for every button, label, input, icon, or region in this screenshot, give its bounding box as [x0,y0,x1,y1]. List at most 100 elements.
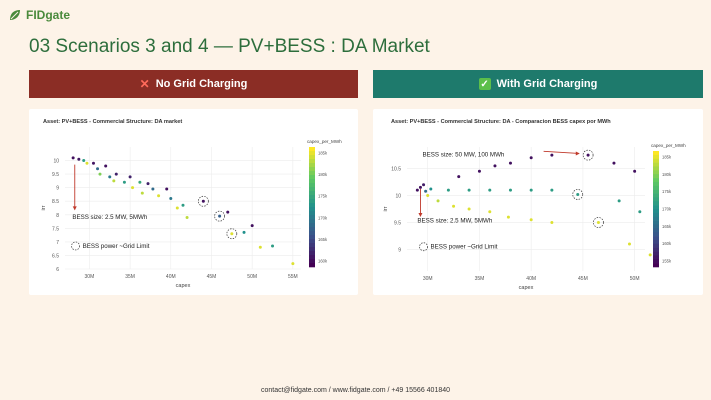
y-tick-label: 10.5 [391,167,401,173]
colorbar-segment [653,193,659,198]
colorbar-segment [653,239,659,245]
slide-title: 03 Scenarios 3 and 4 — PV+BESS : DA Mark… [29,36,430,57]
data-point [467,188,471,192]
colorbar-tick-label: 185k [662,155,672,160]
data-point [169,197,173,201]
data-point [550,220,554,224]
y-tick-label: 9.5 [52,172,59,178]
colorbar-segment [653,151,659,156]
x-tick-label: 50M [630,276,640,282]
colorbar-segment [309,215,315,220]
banner-with-grid-charging: ✓ With Grid Charging [373,70,703,98]
data-point [138,180,142,184]
data-point [508,188,512,192]
colorbar-segment [653,220,659,225]
data-point [131,186,135,190]
banner-label: No Grid Charging [155,78,248,90]
data-point [627,242,631,246]
data-point [457,175,461,179]
colorbar-segment [653,255,659,260]
x-tick-label: 35M [125,274,135,280]
grid-limit-marker [593,217,604,228]
colorbar-segment [309,219,315,224]
data-point [91,161,95,165]
colorbar-tick-label: 185k [318,151,328,156]
colorbar-segment [653,162,659,167]
data-point [218,214,222,218]
red-arrow-line-top [543,150,579,154]
data-point [85,161,89,165]
colorbar-title: capex_per_MWh [307,139,342,144]
colorbar-segment [653,243,659,248]
data-point [201,199,205,203]
data-point [633,169,637,173]
colorbar-segment [309,179,315,184]
data-point [426,194,430,198]
x-tick-label: 55M [288,274,298,280]
chart-title: Asset: PV+BESS - Commercial Structure: D… [43,119,182,125]
grid-limit-marker [582,149,594,161]
colorbar-segment [309,195,315,200]
colorbar-segment [309,203,315,208]
annotation-legend: BESS power ~Grid Limit [431,244,498,251]
data-point [98,172,102,176]
x-tick-label: 35M [475,276,485,282]
data-point [258,245,262,249]
colorbar-tick-label: 155k [662,259,672,264]
colorbar-segment [309,151,315,156]
y-tick-label: 10 [395,194,401,200]
red-arrow-head-bottom [418,213,423,218]
annotation-bess-size: BESS size: 2.5 MW, 5MWh [72,214,148,221]
red-arrow-head [72,206,77,211]
colorbar-segment [653,216,659,221]
colorbar-segment [653,247,659,252]
colorbar-segment [309,231,315,236]
colorbar-segment [653,205,659,210]
colorbar-segment [653,154,659,160]
colorbar-segment [653,212,659,218]
legend-circle-icon [419,242,428,252]
footer-contact: contact@fidgate.com / www.fidgate.com / … [260,387,451,394]
colorbar-tick-label: 165k [318,237,328,242]
data-point [108,175,112,179]
data-point [175,206,179,210]
y-tick-label: 6.5 [52,253,59,259]
data-point [576,192,580,196]
grid-limit-marker [572,189,584,200]
brand-name: FIDgate [26,8,71,22]
colorbar-segment [309,187,315,192]
colorbar-tick-label: 175k [662,189,672,194]
colorbar-segment [653,251,659,256]
colorbar-segment [309,159,315,164]
data-point [596,220,600,224]
y-tick-label: 7.5 [52,226,59,232]
x-tick-label: 30M [85,274,95,280]
colorbar-segment [653,259,659,264]
y-tick-label: 6 [56,267,59,273]
data-point [477,169,481,173]
data-point [140,191,144,195]
data-point [181,203,185,207]
fidgate-leaf-logo-icon [10,10,20,20]
scatter-chart-no-grid: Asset: PV+BESS - Commercial Structure: D… [41,119,342,289]
x-tick-label: 50M [247,274,257,280]
data-point [424,189,428,193]
y-axis-label: irr [41,205,47,210]
chart-title: Asset: PV+BESS - Commercial Structure: D… [391,119,611,125]
colorbar-segment [309,171,315,176]
y-tick-label: 9 [398,247,401,253]
x-axis-label: capex [176,283,191,289]
x-tick-label: 40M [166,274,176,280]
y-tick-label: 8.5 [52,199,59,205]
data-point [415,188,419,192]
colorbar-segment [653,236,659,241]
legend-circle-icon [71,241,80,251]
data-point [446,188,450,192]
data-point [185,215,189,219]
data-point [612,161,616,165]
y-tick-label: 7 [56,240,59,246]
data-point [104,164,108,168]
grid-limit-marker [226,228,238,240]
brand-logo: FIDgate [8,8,70,22]
colorbar-segment [309,207,315,212]
